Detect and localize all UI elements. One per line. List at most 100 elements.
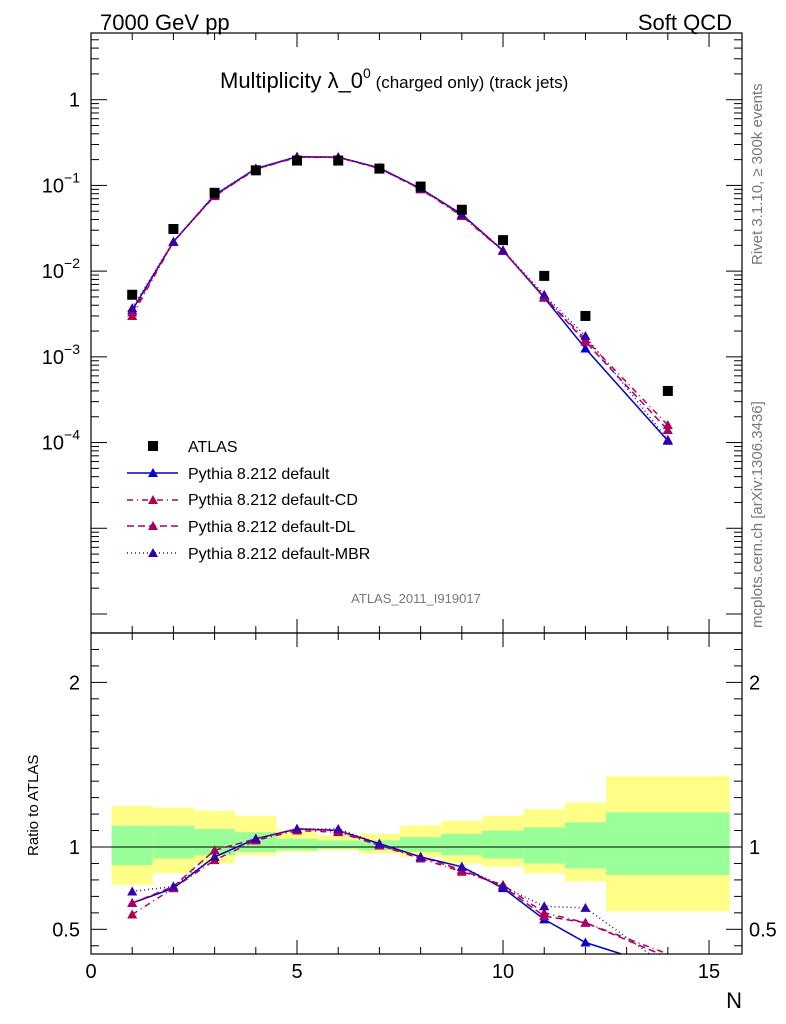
- ratio-plot-axes: 0 5 10 15 2 2 1 1 0.5 0.5: [52, 633, 777, 983]
- main-y-tick-mantissa: 1: [69, 90, 80, 112]
- marker-default-mbr: [580, 331, 591, 341]
- data-point-atlas: [292, 155, 303, 166]
- main-plot-axes: 110−110−210−310−4: [42, 32, 742, 633]
- legend-label-atlas: ATLAS: [188, 439, 238, 456]
- legend-entry-default-mbr: Pythia 8.212 default-MBR: [127, 546, 370, 563]
- ratio-band-inner-10: [523, 827, 565, 864]
- main-y-tick-exponent: −3: [64, 341, 80, 357]
- legend-entry-default-cd: Pythia 8.212 default-CD: [127, 492, 358, 509]
- analysis-id-label: ATLAS_2011_I919017: [351, 591, 481, 606]
- ratio-y-tick-label-right: 0.5: [749, 919, 777, 941]
- ratio-marker-default-mbr: [374, 838, 385, 848]
- ratio-plot-series: [127, 823, 669, 955]
- marker-default-mbr: [539, 289, 550, 299]
- ratio-marker-default-dl: [127, 897, 138, 907]
- marker-default-mbr: [168, 236, 179, 246]
- chart-title-sub: (charged only) (track jets): [371, 73, 568, 92]
- ratio-band-inner-1: [152, 825, 195, 859]
- ratio-y-tick-label: 2: [69, 672, 80, 694]
- ratio-plot-frame: [90, 632, 743, 955]
- ratio-band-inner-8: [441, 833, 483, 856]
- ratio-marker-default-mbr: [333, 823, 344, 833]
- marker-default-dl: [662, 425, 673, 435]
- data-point-atlas: [539, 270, 550, 281]
- ratio-marker-default-mbr: [539, 901, 550, 911]
- header-process-label: Soft QCD: [638, 10, 732, 35]
- legend-label-default-dl: Pythia 8.212 default-DL: [188, 519, 355, 536]
- ratio-band-inner-0: [111, 825, 153, 866]
- ratio-band-inner-11: [564, 822, 607, 869]
- data-point-atlas: [456, 204, 467, 215]
- data-point-atlas: [580, 310, 591, 321]
- main-y-tick-mantissa: 10: [42, 433, 64, 455]
- ratio-band-inner-12: [606, 812, 730, 875]
- main-y-tick-exponent: −2: [64, 255, 80, 271]
- marker-default-mbr: [498, 245, 509, 255]
- legend-marker-default: [148, 468, 158, 477]
- main-plot-series: [127, 151, 673, 445]
- ratio-marker-default-mbr: [456, 861, 467, 871]
- main-y-tick-label: 1: [69, 90, 80, 112]
- legend-marker-default-mbr: [148, 548, 158, 557]
- ratio-y-tick-label-right: 1: [749, 837, 760, 859]
- ratio-band-inner-5: [317, 840, 359, 849]
- ratio-y-tick-label-right: 2: [749, 672, 760, 694]
- main-y-tick-mantissa: 10: [42, 175, 64, 197]
- x-tick-label: 5: [291, 961, 302, 983]
- data-point-atlas: [250, 165, 261, 176]
- x-tick-label: 10: [492, 961, 514, 983]
- legend-marker-default-cd: [148, 495, 158, 504]
- ratio-marker-default-mbr: [209, 851, 220, 861]
- main-y-tick-mantissa: 10: [42, 347, 64, 369]
- data-point-atlas: [127, 289, 138, 300]
- ratio-marker-default-dl: [209, 845, 220, 855]
- ratio-marker-default-mbr: [250, 833, 261, 843]
- ratio-y-tick-label: 0.5: [52, 919, 80, 941]
- ratio-marker-default-mbr: [168, 881, 179, 891]
- main-y-tick-label: 10−1: [42, 169, 80, 197]
- legend-entry-default-dl: Pythia 8.212 default-DL: [127, 519, 355, 536]
- main-y-tick-mantissa: 10: [42, 261, 64, 283]
- legend-label-default-cd: Pythia 8.212 default-CD: [188, 492, 358, 509]
- chart-title-main: Multiplicity λ_0: [220, 68, 363, 93]
- ratio-marker-default-mbr: [415, 851, 426, 861]
- ratio-marker-default-mbr: [580, 902, 591, 912]
- main-y-tick-label: 10−2: [42, 255, 80, 283]
- ratio-marker-default-mbr: [127, 886, 138, 896]
- ratio-band-inner-4: [276, 838, 318, 851]
- x-tick-label: 15: [698, 961, 720, 983]
- marker-default: [580, 343, 591, 353]
- ratio-marker-default-dl: [580, 917, 591, 927]
- marker-default-mbr: [127, 303, 138, 313]
- data-point-atlas: [415, 181, 426, 192]
- mcplots-site-label: mcplots.cern.ch [arXiv:1306.3436]: [749, 401, 766, 628]
- ratio-uncertainty-bands: [111, 776, 730, 912]
- chart-title-sup: 0: [363, 65, 371, 81]
- legend-entry-default: Pythia 8.212 default: [127, 466, 330, 483]
- main-y-tick-exponent: −4: [64, 427, 80, 443]
- ratio-marker-default-dl: [539, 911, 550, 921]
- legend-marker-default-dl: [148, 521, 158, 530]
- marker-default-dl: [580, 336, 591, 346]
- ratio-marker-default-cd: [127, 909, 138, 919]
- ratio-y-axis-label: Ratio to ATLAS: [25, 755, 42, 856]
- marker-default-mbr: [662, 434, 673, 444]
- rivet-version-label: Rivet 3.1.10, ≥ 300k events: [749, 83, 766, 265]
- main-y-tick-exponent: −1: [64, 169, 80, 185]
- main-y-tick-label: 10−3: [42, 341, 80, 369]
- x-axis-label: N: [726, 988, 742, 1013]
- ratio-y-tick-label: 1: [69, 837, 80, 859]
- legend-marker-atlas: [148, 441, 158, 451]
- data-point-atlas: [374, 163, 385, 174]
- header-energy-label: 7000 GeV pp: [100, 10, 230, 35]
- data-point-atlas: [209, 187, 220, 198]
- main-y-tick-label: 10−4: [42, 427, 80, 455]
- data-point-atlas: [168, 224, 179, 235]
- ratio-marker-default-mbr: [292, 823, 303, 833]
- data-point-atlas: [333, 155, 344, 166]
- data-point-atlas: [662, 385, 673, 396]
- ratio-marker-default-mbr: [498, 881, 509, 891]
- ratio-band-inner-7: [400, 837, 442, 852]
- legend-label-default: Pythia 8.212 default: [188, 466, 330, 483]
